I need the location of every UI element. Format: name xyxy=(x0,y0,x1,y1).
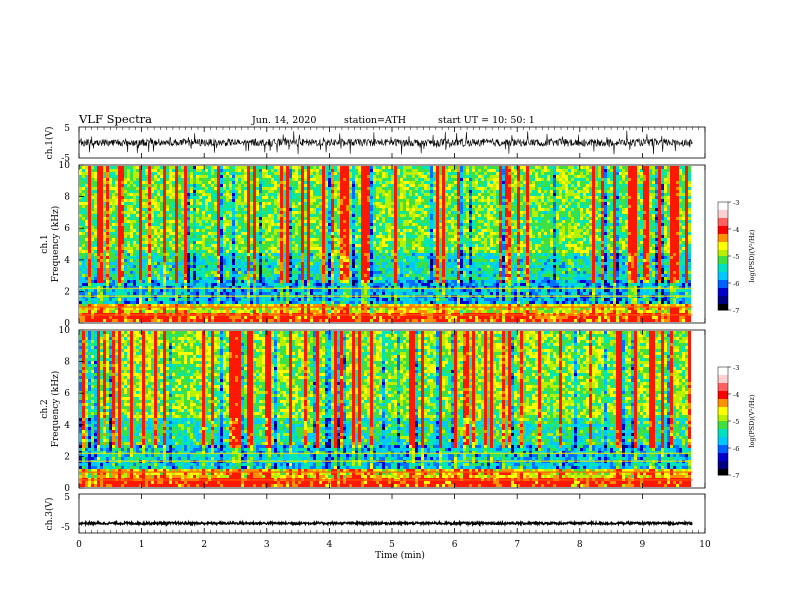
ch3-ytick-bottom: -5 xyxy=(61,523,70,533)
ch2-ytick-label-6: 6 xyxy=(64,389,70,399)
ch1-ytick-label-4: 4 xyxy=(64,256,70,266)
x-tick-label-2: 2 xyxy=(201,540,207,550)
ch2-colorbar-tick--4: -4 xyxy=(733,391,739,399)
ch1-waveform-ylabel: ch.1(V) xyxy=(44,127,55,160)
ch1-colorbar-tick--4: -4 xyxy=(733,226,739,234)
ch2-colorbar-tick--7: -7 xyxy=(733,472,739,480)
ch2-colorbar-label: log(PSD)(V²/Hz) xyxy=(748,394,756,447)
ch1-colorbar-label: log(PSD)(V²/Hz) xyxy=(748,229,756,282)
ch2-spec-ylabel-1: ch.2 xyxy=(40,399,50,418)
ch1-colorbar-tick--3: -3 xyxy=(733,199,739,207)
spec2-cells xyxy=(79,331,692,487)
ch1-colorbar-tick--7: -7 xyxy=(733,307,739,315)
x-tick-label-10: 10 xyxy=(699,540,711,550)
ch1-ytick-label-10: 10 xyxy=(59,161,71,171)
ch3-ytick-top: 5 xyxy=(64,493,70,503)
ch1-colorbar-tick--6: -6 xyxy=(733,280,739,288)
ch1-ytick-label-8: 8 xyxy=(64,193,70,203)
x-tick-label-3: 3 xyxy=(264,540,270,550)
ch2-colorbar-tick--5: -5 xyxy=(733,418,739,426)
wf1-trace xyxy=(79,131,693,155)
header-station: station=ATH xyxy=(344,115,406,126)
ch2-ytick-label-8: 8 xyxy=(64,358,70,368)
x-tick-label-9: 9 xyxy=(640,540,646,550)
ch1-spec-ylabel-2: Frequency (kHz) xyxy=(50,206,61,283)
ch3-waveform-ylabel: ch.3(V) xyxy=(44,498,55,531)
x-tick-label-0: 0 xyxy=(76,540,82,550)
header-date: Jun. 14, 2020 xyxy=(251,115,316,126)
x-tick-label-6: 6 xyxy=(452,540,458,550)
x-tick-label-5: 5 xyxy=(389,540,395,550)
ch2-spec-ylabel-2: Frequency (kHz) xyxy=(50,371,61,448)
ch3-waveform-panel: 5 -5 ch.3(V) xyxy=(44,493,705,533)
ch1-colorbar-tick--5: -5 xyxy=(733,253,739,261)
ch1-ytick-label-6: 6 xyxy=(64,224,70,234)
x-tick-label-4: 4 xyxy=(327,540,333,550)
figure-title: VLF Spectra xyxy=(78,112,152,126)
ch2-colorbar-tick--3: -3 xyxy=(733,364,739,372)
header-start-ut: start UT = 10: 50: 1 xyxy=(438,115,535,126)
x-tick-label-1: 1 xyxy=(139,540,145,550)
wf3-trace xyxy=(79,522,693,524)
ch2-ytick-label-4: 4 xyxy=(64,421,70,431)
ch1-spec-ylabel-1: ch.1 xyxy=(40,234,50,253)
ch2-colorbar-tick--6: -6 xyxy=(733,445,739,453)
ch1-ytick-label-2: 2 xyxy=(64,287,70,297)
ch2-ytick-label-2: 2 xyxy=(64,452,70,462)
ch1-waveform-panel: 5 -5 ch.1(V) xyxy=(44,124,705,164)
x-tick-label-8: 8 xyxy=(577,540,583,550)
spec1-cells xyxy=(79,166,692,322)
x-axis-label: Time (min) xyxy=(375,550,425,561)
ch2-ytick-label-10: 10 xyxy=(59,326,71,336)
ch1-ytick-top: 5 xyxy=(64,124,70,134)
x-tick-label-7: 7 xyxy=(514,540,520,550)
